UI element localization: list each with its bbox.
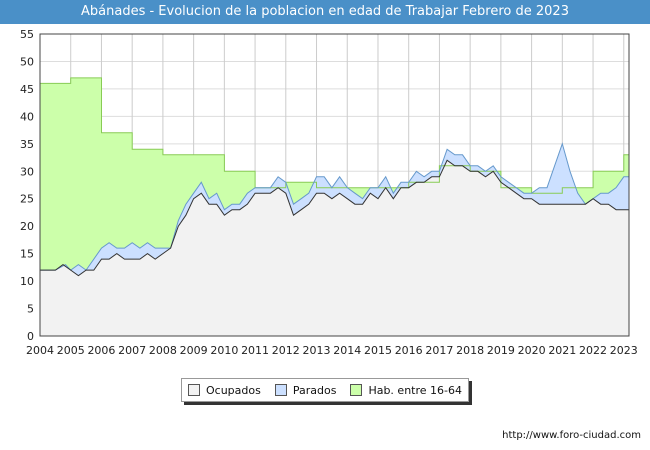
- y-tick-label-5: 5: [27, 303, 34, 316]
- x-tick-label-2019: 2019: [487, 344, 515, 357]
- line-parados: [40, 142, 629, 271]
- x-tick-label-2009: 2009: [180, 344, 208, 357]
- x-tick-label-2008: 2008: [149, 344, 177, 357]
- x-tick-label-2007: 2007: [118, 344, 146, 357]
- y-tick-label-55: 55: [20, 28, 34, 41]
- legend-label-ocupados: Ocupados: [205, 383, 261, 397]
- x-tick-label-2018: 2018: [456, 344, 484, 357]
- legend-label-parados: Parados: [292, 383, 337, 397]
- x-tick-label-2013: 2013: [303, 344, 331, 357]
- legend-item-hab: Hab. entre 16-64: [350, 384, 462, 397]
- x-tick-label-2015: 2015: [364, 344, 392, 357]
- legend-swatch-parados: [274, 384, 287, 396]
- y-tick-label-45: 45: [20, 83, 34, 96]
- legend-swatch-hab: [350, 384, 363, 396]
- y-tick-label-20: 20: [20, 220, 34, 233]
- y-tick-label-0: 0: [27, 330, 34, 343]
- x-tick-label-2012: 2012: [272, 344, 300, 357]
- y-tick-label-50: 50: [20, 55, 34, 68]
- x-tick-label-2006: 2006: [87, 344, 115, 357]
- y-tick-label-10: 10: [20, 275, 34, 288]
- chart-legend: Ocupados Parados Hab. entre 16-64: [181, 378, 469, 402]
- y-tick-label-40: 40: [20, 110, 34, 123]
- x-tick-label-2021: 2021: [548, 344, 576, 357]
- x-tick-label-2022: 2022: [579, 344, 607, 357]
- area-ocupados: [40, 160, 629, 336]
- y-tick-label-15: 15: [20, 248, 34, 261]
- y-tick-label-25: 25: [20, 193, 34, 206]
- line-ocupados: [40, 159, 629, 277]
- plot-frame: [39, 33, 630, 337]
- legend-label-hab: Hab. entre 16-64: [368, 383, 462, 397]
- x-tick-label-2010: 2010: [210, 344, 238, 357]
- line-hab: [40, 77, 629, 194]
- chart-title: Abánades - Evolucion de la poblacion en …: [0, 0, 650, 24]
- legend-item-ocupados: Ocupados: [187, 383, 261, 397]
- x-tick-label-2016: 2016: [395, 344, 423, 357]
- legend-swatch-ocupados: [187, 384, 200, 396]
- source-url[interactable]: http://www.foro-ciudad.com: [502, 430, 641, 441]
- y-tick-label-30: 30: [20, 165, 34, 178]
- x-tick-label-2014: 2014: [333, 344, 361, 357]
- x-tick-label-2017: 2017: [425, 344, 453, 357]
- x-tick-label-2004: 2004: [26, 344, 54, 357]
- x-tick-label-2005: 2005: [57, 344, 85, 357]
- x-tick-label-2023: 2023: [610, 344, 638, 357]
- x-tick-label-2020: 2020: [518, 344, 546, 357]
- legend-item-parados: Parados: [274, 383, 337, 397]
- x-tick-label-2011: 2011: [241, 344, 269, 357]
- y-tick-label-35: 35: [20, 138, 34, 151]
